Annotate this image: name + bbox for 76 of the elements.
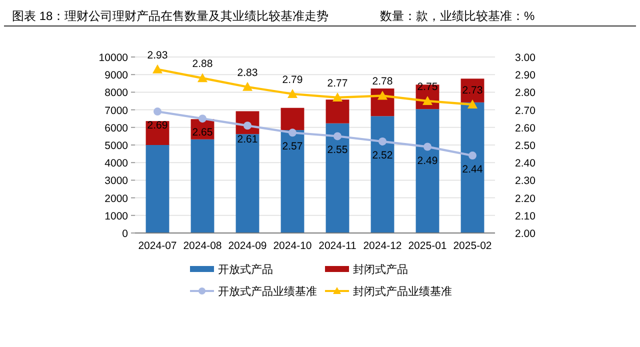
y-tick-label: 1000	[104, 210, 128, 222]
data-label: 2.44	[462, 164, 483, 176]
point	[198, 114, 206, 123]
point	[332, 92, 342, 102]
y2-tick-label: 2.60	[515, 122, 536, 134]
data-label: 2.52	[372, 149, 393, 162]
y2-tick-label: 2.00	[515, 228, 536, 240]
point	[154, 108, 162, 116]
y-tick-label: 0	[122, 228, 128, 240]
data-label: 2.79	[282, 74, 303, 86]
y2-tick-label: 2.40	[515, 158, 536, 170]
y2-tick-label: 2.70	[515, 104, 536, 117]
bar	[326, 100, 350, 124]
y2-tick-label: 2.50	[515, 140, 536, 152]
data-label: 2.77	[327, 77, 348, 90]
bar	[460, 102, 484, 233]
point	[334, 132, 342, 140]
bar	[280, 108, 304, 130]
data-label: 2.93	[147, 49, 168, 62]
chart-title: 图表 18：理财公司理财产品在售数量及其业绩比较基准走势	[12, 9, 329, 23]
x-tick-label: 2024-09	[228, 240, 267, 252]
bar	[326, 123, 350, 233]
data-label: 2.49	[417, 154, 438, 167]
legend-label: 开放式产品	[218, 263, 273, 276]
y2-tick-label: 2.20	[515, 192, 536, 205]
bar	[370, 116, 394, 233]
x-tick-label: 2024-11	[318, 240, 357, 252]
y-tick-label: 2000	[104, 192, 128, 205]
y-tick-label: 10000	[98, 52, 128, 64]
data-label: 2.57	[282, 140, 303, 153]
point	[198, 73, 208, 82]
data-label: 2.75	[417, 81, 438, 93]
data-label: 2.69	[147, 120, 168, 132]
y2-tick-label: 3.00	[515, 52, 536, 64]
data-label: 2.65	[192, 126, 213, 139]
data-label: 2.73	[462, 84, 483, 97]
x-tick-label: 2025-02	[453, 240, 492, 252]
y-tick-label: 5000	[104, 140, 128, 152]
y2-tick-label: 2.90	[515, 70, 536, 82]
data-label: 2.55	[327, 144, 348, 156]
legend-label: 封闭式产品	[353, 263, 408, 276]
y2-tick-label: 2.80	[515, 87, 536, 100]
data-label: 2.78	[372, 76, 393, 88]
y-tick-label: 6000	[104, 122, 128, 134]
bar	[416, 109, 440, 233]
point	[468, 152, 476, 160]
data-label: 2.83	[237, 66, 258, 79]
y-tick-label: 9000	[104, 70, 128, 82]
point	[424, 142, 432, 151]
point	[288, 128, 296, 137]
y-tick-label: 4000	[104, 158, 128, 170]
bar	[190, 139, 214, 233]
point	[378, 137, 386, 146]
x-tick-label: 2024-07	[138, 240, 177, 252]
x-tick-label: 2024-12	[363, 240, 402, 252]
point	[288, 88, 298, 98]
bar	[280, 130, 304, 233]
legend-label: 封闭式产品业绩基准	[353, 285, 452, 298]
point	[468, 100, 478, 109]
chart-subtitle: 数量：款，业绩比较基准：%	[380, 9, 535, 23]
legend-label: 开放式产品业绩基准	[218, 285, 317, 298]
x-tick-label: 2024-08	[183, 240, 222, 252]
x-tick-label: 2025-01	[408, 240, 447, 252]
y-tick-label: 7000	[104, 104, 128, 117]
y2-tick-label: 2.10	[515, 210, 536, 222]
data-label: 2.61	[237, 134, 258, 146]
bar	[146, 145, 170, 233]
x-tick-label: 2024-10	[273, 240, 312, 252]
y-tick-label: 8000	[104, 87, 128, 100]
point	[152, 64, 162, 74]
y-tick-label: 3000	[104, 175, 128, 188]
bar	[236, 134, 260, 233]
point	[242, 82, 252, 91]
point	[378, 90, 388, 100]
y2-tick-label: 2.30	[515, 175, 536, 188]
data-label: 2.88	[192, 58, 213, 70]
